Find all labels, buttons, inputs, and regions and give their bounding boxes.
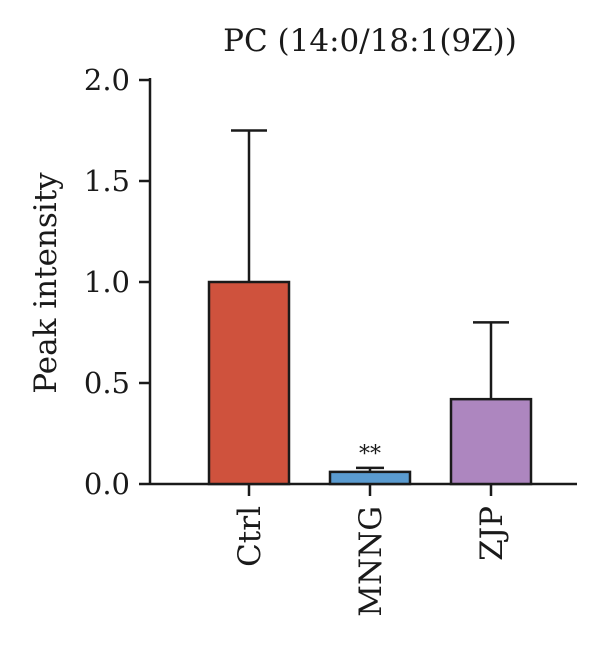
- bar-ctrl: [207, 280, 291, 486]
- y-tick-label: 2.0: [84, 63, 130, 97]
- y-tick-label: 0.0: [84, 467, 130, 501]
- chart-title: PC (14:0/18:1(9Z)): [223, 23, 517, 59]
- y-tick-label: 0.5: [84, 366, 130, 400]
- x-tick-label-ctrl: Ctrl: [232, 506, 268, 567]
- bar-mnng: [328, 470, 412, 486]
- x-tick-label-mnng: MNNG: [353, 506, 389, 617]
- significance-label: **: [359, 442, 381, 467]
- y-ticks: 0.0 0.5 1.0 1.5 2.0: [84, 63, 150, 501]
- y-axis-label: Peak intensity: [28, 172, 64, 394]
- significance-annotations: **: [359, 442, 381, 467]
- x-tick-label-zjp: ZJP: [474, 506, 510, 561]
- y-tick-label: 1.5: [84, 164, 130, 198]
- x-ticks: Ctrl MNNG ZJP: [232, 484, 510, 617]
- bar-zjp: [449, 397, 533, 486]
- error-bars: [231, 129, 509, 472]
- y-tick-label: 1.0: [84, 265, 130, 299]
